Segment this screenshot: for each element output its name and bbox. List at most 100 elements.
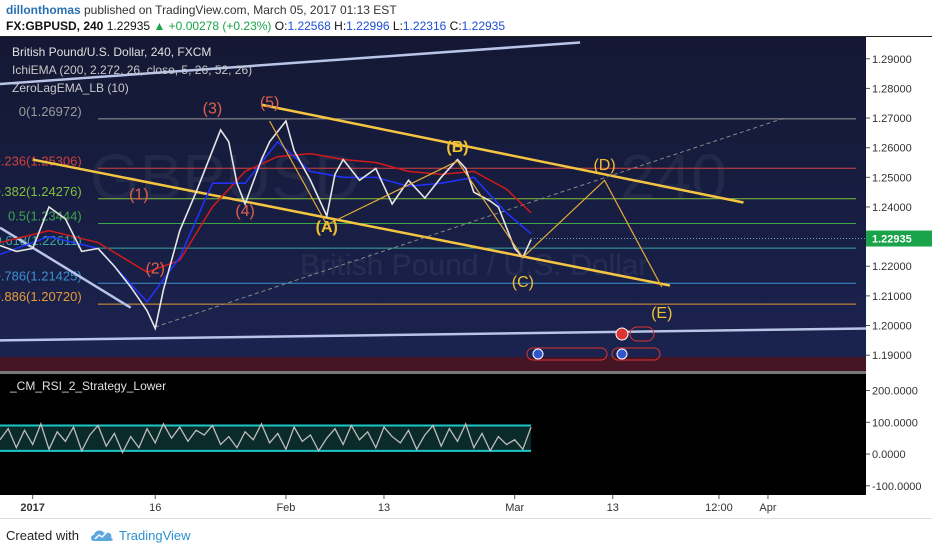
trend-lines [0,41,867,342]
trend-line [32,158,671,287]
wave-label: (B) [446,139,468,156]
trend-line [0,226,132,309]
event-markers[interactable] [526,326,661,361]
high-label: H: [334,19,347,33]
time-axis-label: 12:00 [705,502,733,514]
price-axis-label: 1.26000 [872,143,912,155]
rsi-axis-label: 0.0000 [872,449,906,461]
rsi-series [0,421,532,454]
legend-ichiema: IchiEMA (200, 2.272, 26, close, 5, 26, 5… [12,63,252,77]
price-axis-label: 1.20000 [872,321,912,333]
rsi-title: _CM_RSI_2_Strategy_Lower [9,379,166,393]
price-axis-label: 1.24000 [872,202,912,214]
rsi-axis-label: 200.0000 [872,386,918,398]
wave-labels: (1) (2) (3) (4) (5) (A) (B) (C) (D) (E) [129,95,672,322]
tradingview-brand-link[interactable]: TradingView [119,528,191,543]
high-value: 1.22996 [346,19,390,33]
price-axis-label: 1.28000 [872,83,912,95]
time-axis[interactable] [0,495,932,517]
wave-label: (1) [129,187,149,204]
time-axis-label: Feb [276,502,295,514]
legend-symbol: British Pound/U.S. Dollar, 240, FXCM [12,45,211,59]
created-with-text: Created with [6,528,79,543]
symbol-label: FX:GBPUSD, 240 [6,19,104,33]
rsi-axis-label: 100.0000 [872,417,918,429]
rsi-line [0,421,532,454]
fib-level-label: 0(1.26972) [19,104,82,119]
watermark: GBPUSD 240 British Pound / U.S. Dollar [90,141,727,282]
uk-flag-icon[interactable] [615,327,629,341]
rsi-axis-label: -100.0000 [872,481,922,493]
lower-band-shade [0,357,866,371]
close-label: C: [449,19,462,33]
change-value: +0.00278 (+0.23%) [168,19,272,33]
watermark-symbol: GBPUSD [90,141,360,213]
publish-info: dillonthomas published on TradingView.co… [6,3,397,17]
price-axis-label: 1.25000 [872,172,912,184]
time-axis-label: 2017 [20,502,44,514]
watermark-interval: 240 [620,141,727,213]
time-axis-ticks: 2017 16 Feb 13 Mar 13 12:00 Apr [20,495,777,514]
chart-area[interactable]: GBPUSD 240 British Pound / U.S. Dollar 0… [0,36,932,517]
wave-label: (E) [651,305,672,322]
price-axis-label: 1.22000 [872,261,912,273]
fib-level-label: 0.886(1.20720) [0,289,82,304]
wave-label: (3) [203,101,223,118]
wave-label: (5) [260,95,280,112]
watermark-name: British Pound / U.S. Dollar [300,249,648,282]
author-link[interactable]: dillonthomas [6,3,81,17]
time-axis-label: Mar [505,502,524,514]
wave-label: (C) [512,274,534,291]
time-axis-label: 13 [607,502,619,514]
rsi-band-fill [0,425,532,451]
rsi-axis-ticks: 200.0000 100.0000 0.0000 -100.0000 [866,386,922,493]
wave-label: (A) [316,219,338,236]
open-value: 1.22568 [287,19,331,33]
panel-separator[interactable] [0,371,866,374]
fib-level-label: 0.786(1.21425) [0,268,82,283]
price-series [0,119,532,332]
wave-label: (2) [145,261,165,278]
time-axis-label: 16 [149,502,161,514]
trend-line [0,327,867,342]
close-value: 1.22935 [461,19,506,33]
last-price: 1.22935 [106,19,151,33]
fib-level-label: 0.382(1.24276) [0,184,82,199]
ema-line [0,152,532,273]
tradingview-cloud-icon[interactable] [89,527,115,543]
time-axis-label: Apr [759,502,776,514]
price-axis-label: 1.19000 [872,350,912,362]
current-price-box [866,230,932,247]
wave-projection-line [269,120,663,288]
change-arrow-icon: ▲ [153,19,166,33]
published-text: published on TradingView.com, March 05, … [80,3,397,17]
footer: Created with TradingView [0,518,932,551]
us-flag-icon[interactable] [532,348,544,360]
price-axis-label: 1.29000 [872,54,912,66]
legend-zerolag: ZeroLagEMA_LB (10) [12,81,129,95]
price-axis-label: 1.27000 [872,113,912,125]
open-label: O: [274,19,288,33]
symbol-info-bar: FX:GBPUSD, 240 1.22935 ▲ +0.00278 (+0.23… [6,19,505,33]
price-legend[interactable]: British Pound/U.S. Dollar, 240, FXCM Ich… [12,45,252,95]
us-flag-icon[interactable] [616,348,628,360]
chart-canvas[interactable]: GBPUSD 240 British Pound / U.S. Dollar 0… [0,37,932,517]
low-label: L: [392,19,403,33]
wave-label: (4) [235,203,255,220]
low-value: 1.22316 [402,19,447,33]
ema-line [0,140,532,303]
price-line [0,119,532,332]
ema-lines [0,140,532,303]
trend-line [261,103,744,204]
trend-line [155,117,785,328]
current-price-tag: 1.22935 [531,230,932,247]
wave-label: (D) [593,157,615,174]
price-axis-ticks: 1.29000 1.28000 1.27000 1.26000 1.25000 1.240… [866,54,912,362]
price-axis[interactable] [866,37,932,495]
main-panel-bg [0,37,866,371]
trend-line [0,41,581,86]
time-axis-label: 13 [378,502,390,514]
current-price-label: 1.22935 [872,234,912,246]
wave-projection [269,120,663,288]
price-axis-label: 1.21000 [872,291,912,303]
